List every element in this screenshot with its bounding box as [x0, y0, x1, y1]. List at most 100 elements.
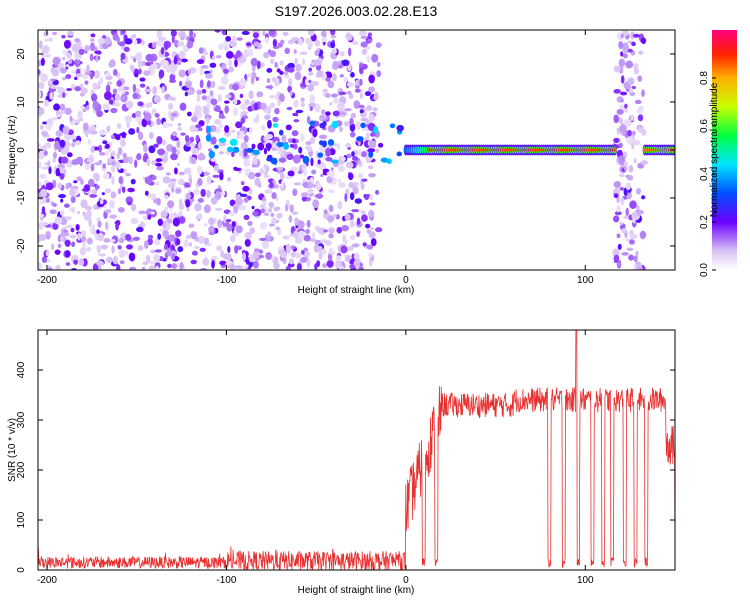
x-tick-label: -200	[37, 275, 57, 286]
spectrogram-noise-blob	[238, 204, 247, 211]
spectrogram-noise-blob	[225, 94, 232, 99]
spectrogram-noise-blob	[177, 61, 181, 66]
spectrogram-noise-blob	[314, 103, 321, 113]
spectrogram-noise-blob	[240, 181, 245, 186]
spectrogram-noise-blob	[288, 258, 294, 265]
spectrogram-noise-blob	[242, 252, 247, 261]
spectrogram-noise-blob	[90, 42, 95, 52]
spectrogram-noise-blob	[52, 222, 59, 230]
spectrogram-noise-blob	[641, 89, 645, 97]
spectrogram-noise-blob	[42, 45, 50, 54]
spectrogram-noise-blob	[344, 193, 348, 202]
spectrogram-feature	[380, 157, 389, 163]
spectrogram-noise-blob	[189, 125, 196, 133]
spectrogram-noise-blob	[55, 130, 63, 137]
spectrogram-noise-blob	[263, 170, 268, 176]
spectrogram-noise-blob	[122, 152, 127, 158]
spectrogram-noise-blob	[289, 204, 294, 213]
spectrogram-noise-blob	[38, 181, 43, 188]
spectrogram-noise-blob	[243, 214, 250, 221]
spectrogram-noise-blob	[144, 240, 149, 249]
spectrogram-noise-blob	[256, 113, 260, 123]
spectrogram-noise-blob	[48, 166, 52, 175]
spectrogram-noise-blob	[96, 260, 104, 267]
spectrogram-feature	[245, 148, 254, 153]
spectrogram-noise-blob	[241, 30, 250, 36]
spectrogram-feature	[309, 120, 316, 126]
spectrogram-noise-blob	[38, 221, 44, 230]
spectrogram-noise-blob	[345, 142, 352, 148]
spectrogram-noise-blob	[312, 199, 320, 209]
spectrogram-noise-blob	[287, 170, 295, 177]
spectrogram-noise-blob	[75, 223, 80, 231]
spectrogram-noise-blob	[345, 188, 350, 195]
spectrogram-noise-blob	[314, 39, 321, 47]
spectrogram-noise-blob	[287, 39, 295, 45]
spectrogram-noise-blob	[282, 235, 290, 240]
spectrogram-noise-blob	[167, 96, 176, 101]
spectrogram-noise-blob	[290, 251, 297, 258]
spectrogram-noise-blob	[71, 70, 77, 74]
spectrogram-noise-blob	[617, 243, 622, 250]
spectrogram-noise-blob	[137, 245, 144, 251]
spectrogram-noise-blob	[620, 51, 624, 57]
spectrogram-noise-blob	[239, 93, 244, 99]
spectrogram-noise-blob	[612, 248, 620, 258]
spectrogram-noise-blob	[263, 136, 268, 142]
spectrogram-noise-blob	[269, 95, 276, 99]
spectrogram-noise-blob	[52, 203, 57, 207]
spectrogram-noise-blob	[191, 116, 198, 123]
spectrogram-noise-blob	[337, 165, 345, 173]
spectrogram-noise-blob	[366, 132, 370, 139]
spectrogram-noise-blob	[349, 123, 356, 132]
spectrogram-noise-blob	[304, 78, 309, 86]
spectrogram-noise-blob	[346, 82, 354, 87]
spectrogram-noise-blob	[200, 267, 208, 270]
spectrogram-noise-blob	[166, 247, 172, 257]
spectrogram-noise-blob	[162, 121, 168, 129]
spectrogram-noise-blob	[200, 188, 206, 197]
spectrogram-noise-blob	[309, 94, 316, 104]
spectrogram-noise-blob	[171, 253, 176, 261]
spectrogram-noise-blob	[349, 234, 356, 241]
spectrogram-noise-blob	[264, 189, 273, 194]
spectrogram-noise-blob	[124, 115, 133, 123]
spectrogram-noise-blob	[162, 176, 171, 184]
spectrogram-noise-blob	[86, 64, 90, 74]
spectrogram-feature	[232, 146, 240, 153]
spectrogram-noise-blob	[75, 59, 81, 65]
spectrogram-noise-blob	[189, 142, 196, 148]
spectrogram-noise-blob	[135, 110, 142, 118]
spectrogram-noise-blob	[331, 48, 337, 55]
spectrogram-noise-blob	[124, 91, 129, 96]
spectrogram-noise-blob	[41, 130, 48, 136]
spectrogram-noise-blob	[368, 252, 373, 258]
spectrogram-noise-blob	[43, 99, 50, 107]
spectrogram-feature	[318, 140, 324, 146]
spectrogram-noise-blob	[60, 236, 64, 242]
spectrogram-noise-blob	[222, 40, 229, 46]
spectrogram-noise-blob	[325, 147, 331, 157]
spectrogram-noise-blob	[139, 83, 146, 88]
spectrogram-noise-blob	[306, 190, 315, 194]
spectrogram-noise-blob	[618, 58, 626, 68]
spectrogram-noise-blob	[286, 247, 291, 254]
x-tick-label: 0	[403, 275, 409, 286]
spectrogram-noise-blob	[186, 207, 190, 212]
spectrogram-noise-blob	[268, 207, 273, 213]
spectrogram-noise-blob	[226, 223, 233, 232]
spectrogram-noise-blob	[58, 147, 62, 153]
spectrogram-noise-blob	[45, 230, 51, 240]
spectrogram-noise-blob	[244, 172, 249, 177]
spectrogram-noise-blob	[228, 66, 235, 73]
spectrogram-noise-blob	[278, 147, 285, 153]
spectrogram-noise-blob	[165, 123, 174, 128]
spectrogram-noise-blob	[292, 188, 298, 197]
spectrogram-noise-blob	[170, 30, 177, 37]
spectrogram-noise-blob	[219, 110, 224, 114]
spectrogram-noise-blob	[127, 187, 135, 193]
spectrogram-noise-blob	[190, 156, 197, 165]
spectrogram-noise-blob	[81, 235, 87, 243]
spectrogram-noise-blob	[353, 258, 362, 268]
spectrogram-noise-blob	[373, 92, 379, 101]
